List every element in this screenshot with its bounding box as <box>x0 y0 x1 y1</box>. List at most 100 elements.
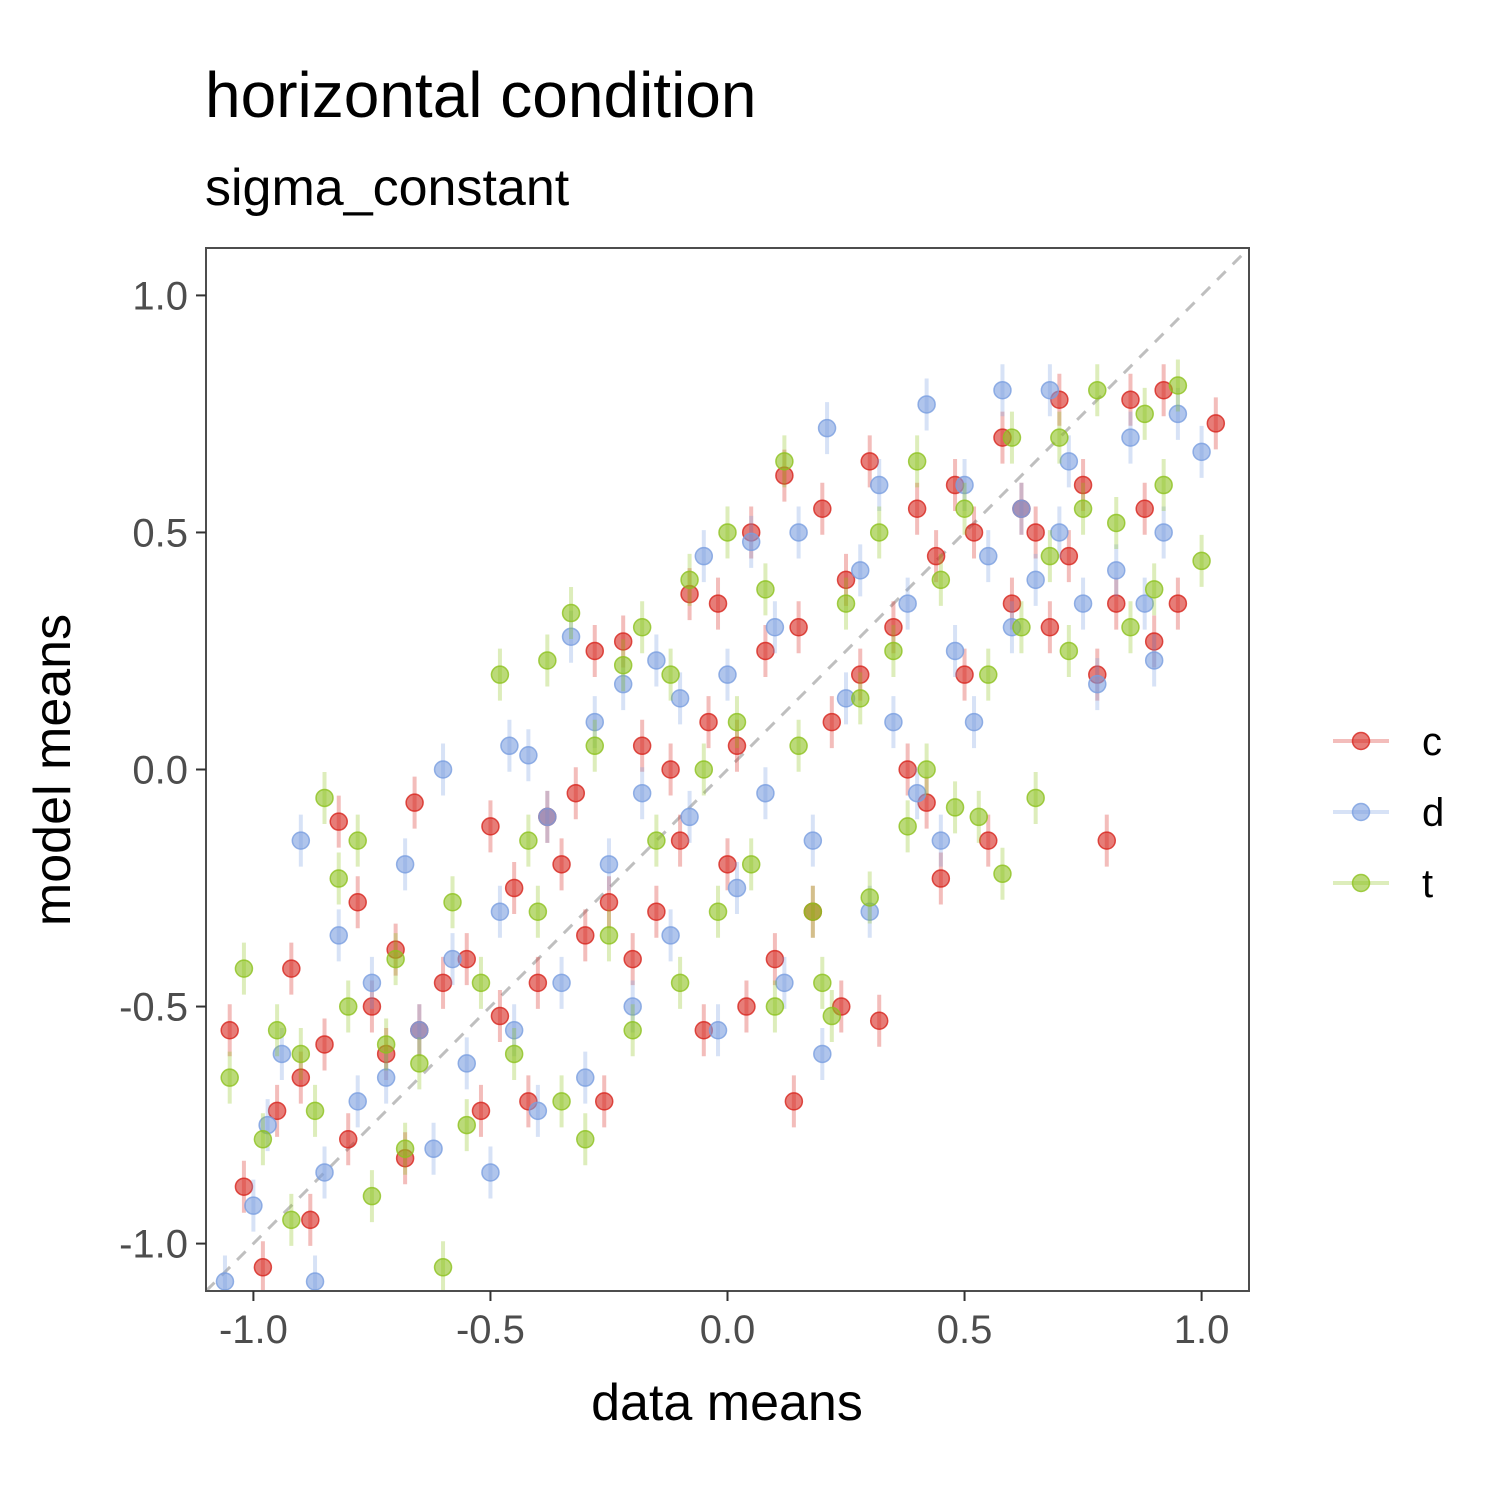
data-point <box>765 618 785 637</box>
data-point <box>1088 380 1107 400</box>
legend-item-t: t <box>1333 862 1433 906</box>
data-point <box>1192 442 1211 462</box>
data-point <box>220 1021 239 1040</box>
data-point <box>813 1044 832 1064</box>
data-point <box>694 760 714 779</box>
data-point <box>955 665 974 684</box>
data-point <box>623 997 642 1016</box>
data-point <box>632 783 652 803</box>
data-point <box>443 892 462 912</box>
data-point <box>1168 404 1188 424</box>
data-point <box>708 902 728 921</box>
data-point <box>884 712 903 732</box>
data-point <box>585 736 605 756</box>
data-point <box>647 831 666 850</box>
legend-item-c: c <box>1333 720 1442 764</box>
data-point <box>362 1186 382 1206</box>
legend: cdt <box>1333 720 1444 906</box>
data-point <box>1135 404 1154 424</box>
data-point <box>680 807 699 827</box>
data-point <box>993 864 1012 884</box>
data-point <box>860 888 879 907</box>
data-point <box>561 603 581 623</box>
data-point <box>926 546 946 566</box>
data-point <box>234 1177 254 1196</box>
data-point <box>386 949 405 969</box>
series-t <box>220 359 1211 1291</box>
data-point <box>945 798 965 817</box>
data-point <box>869 523 889 542</box>
data-point <box>1059 546 1079 566</box>
y-tick-label: -1.0 <box>119 1223 188 1267</box>
data-point <box>931 831 951 850</box>
data-point <box>708 594 728 613</box>
data-point <box>471 1101 491 1121</box>
data-point <box>215 1272 235 1291</box>
x-axis-title: data means <box>591 1374 863 1432</box>
y-tick-label: -0.5 <box>119 986 188 1030</box>
data-point <box>315 788 334 808</box>
data-point <box>850 561 870 580</box>
data-point <box>301 1210 320 1230</box>
data-point <box>1073 499 1093 518</box>
data-point <box>850 665 870 684</box>
data-point <box>338 997 358 1016</box>
data-point <box>457 1115 476 1135</box>
data-point <box>869 1011 889 1031</box>
data-point <box>490 1006 510 1026</box>
data-point <box>718 523 737 542</box>
data-point <box>348 892 367 912</box>
data-point <box>282 1210 301 1230</box>
data-point <box>1073 594 1093 613</box>
data-point <box>993 380 1012 400</box>
data-point <box>599 926 619 945</box>
data-point <box>964 523 984 542</box>
data-point <box>519 831 538 850</box>
data-point <box>1135 594 1154 613</box>
data-point <box>490 665 510 684</box>
data-point <box>348 1092 367 1111</box>
y-tick-label: 0.0 <box>132 749 188 793</box>
data-point <box>898 760 917 779</box>
data-point <box>670 689 690 708</box>
legend-key-point <box>1351 802 1371 822</box>
data-point <box>291 1068 311 1087</box>
data-point <box>594 1092 614 1111</box>
data-point <box>907 499 927 518</box>
data-point <box>884 618 903 637</box>
data-point <box>500 736 519 756</box>
data-point <box>291 1044 311 1064</box>
data-point <box>979 546 998 566</box>
data-point <box>647 902 666 921</box>
data-point <box>338 1130 358 1149</box>
data-point <box>552 855 571 874</box>
data-point <box>917 760 936 779</box>
data-point <box>775 452 794 471</box>
x-tick-label: -1.0 <box>219 1308 288 1352</box>
data-point <box>784 1092 804 1111</box>
data-point <box>1012 618 1031 637</box>
data-point <box>979 831 998 850</box>
data-point <box>917 395 936 414</box>
data-point <box>1097 831 1117 850</box>
data-point <box>471 973 491 993</box>
data-point <box>329 926 348 945</box>
data-point <box>613 655 633 675</box>
data-point <box>969 807 989 827</box>
data-point <box>661 926 680 945</box>
data-point <box>817 418 837 438</box>
data-point <box>822 712 842 732</box>
data-point <box>585 641 605 661</box>
data-point <box>528 973 548 993</box>
y-tick-label: 0.5 <box>132 511 188 555</box>
data-point <box>694 546 714 566</box>
data-point <box>708 1021 728 1040</box>
data-point <box>623 1021 642 1040</box>
data-point <box>504 878 524 898</box>
data-point <box>727 712 747 732</box>
data-point <box>1107 594 1126 613</box>
data-point <box>376 1035 396 1054</box>
data-point <box>1012 499 1031 518</box>
data-point <box>1107 561 1126 580</box>
legend-label: c <box>1422 720 1442 764</box>
